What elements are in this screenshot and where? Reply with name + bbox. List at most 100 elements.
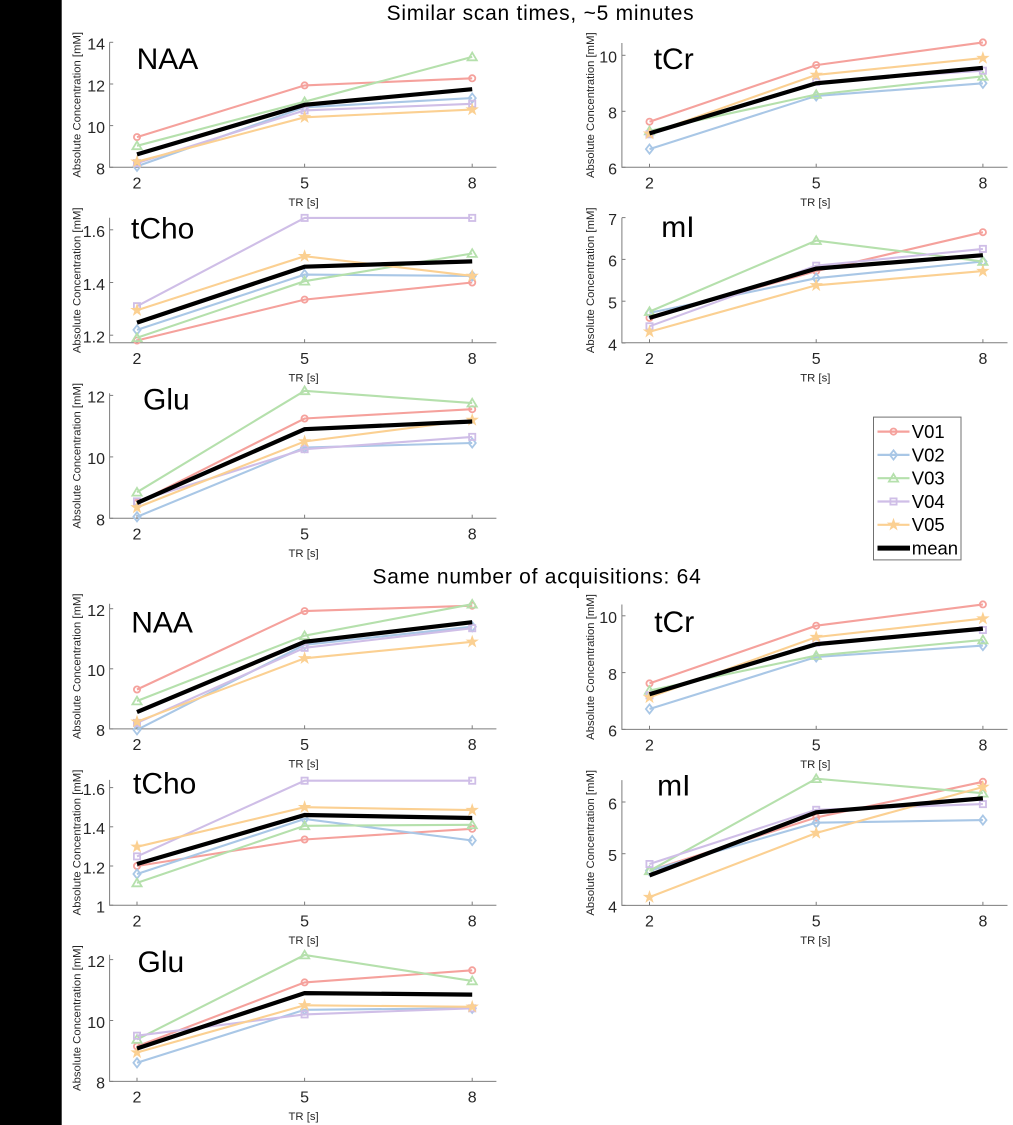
svg-text:V05: V05 xyxy=(912,514,945,535)
svg-text:Absolute Concentration [mM]: Absolute Concentration [mM] xyxy=(72,770,84,916)
svg-text:12: 12 xyxy=(87,390,105,407)
svg-text:1.4: 1.4 xyxy=(83,277,105,294)
svg-text:tCr: tCr xyxy=(654,43,694,76)
svg-text:2: 2 xyxy=(133,176,142,193)
svg-text:Glu: Glu xyxy=(138,946,185,979)
svg-text:tCr: tCr xyxy=(654,606,694,639)
svg-text:Absolute Concentration [mM]: Absolute Concentration [mM] xyxy=(585,207,597,353)
svg-text:tCho: tCho xyxy=(133,768,196,801)
svg-text:5: 5 xyxy=(608,296,617,313)
svg-text:5: 5 xyxy=(812,176,821,193)
svg-text:8: 8 xyxy=(978,738,987,755)
svg-text:5: 5 xyxy=(812,351,821,368)
svg-text:Similar scan times, ~5 minutes: Similar scan times, ~5 minutes xyxy=(387,2,695,25)
svg-text:4: 4 xyxy=(608,900,617,917)
svg-text:2: 2 xyxy=(133,914,142,931)
svg-text:6: 6 xyxy=(608,724,617,741)
svg-text:TR [s]: TR [s] xyxy=(289,373,319,385)
svg-text:6: 6 xyxy=(608,254,617,271)
svg-text:mI: mI xyxy=(657,769,690,802)
svg-text:1: 1 xyxy=(96,900,105,917)
svg-text:Absolute Concentration [mM]: Absolute Concentration [mM] xyxy=(72,32,84,178)
svg-text:TR [s]: TR [s] xyxy=(289,759,319,771)
svg-text:4: 4 xyxy=(608,337,617,354)
svg-text:Absolute Concentration [mM]: Absolute Concentration [mM] xyxy=(72,207,84,353)
svg-text:12: 12 xyxy=(87,603,105,620)
svg-text:5: 5 xyxy=(300,1090,309,1107)
svg-text:NAA: NAA xyxy=(131,606,193,639)
svg-text:Glu: Glu xyxy=(143,384,190,417)
svg-text:10: 10 xyxy=(87,451,105,468)
svg-text:5: 5 xyxy=(300,737,309,754)
svg-text:10: 10 xyxy=(599,610,617,627)
svg-text:mean: mean xyxy=(912,538,958,559)
svg-text:10: 10 xyxy=(87,1015,105,1032)
svg-text:tCho: tCho xyxy=(131,213,194,246)
svg-text:8: 8 xyxy=(468,737,477,754)
svg-text:2: 2 xyxy=(645,351,654,368)
svg-text:NAA: NAA xyxy=(137,43,199,76)
svg-text:mI: mI xyxy=(661,211,694,244)
svg-text:Absolute Concentration [mM]: Absolute Concentration [mM] xyxy=(72,593,84,739)
svg-text:10: 10 xyxy=(87,120,105,137)
svg-text:Absolute Concentration [mM]: Absolute Concentration [mM] xyxy=(72,945,84,1091)
svg-text:TR [s]: TR [s] xyxy=(289,1111,319,1123)
svg-text:5: 5 xyxy=(300,527,309,544)
svg-text:V03: V03 xyxy=(912,468,945,489)
svg-text:8: 8 xyxy=(468,527,477,544)
svg-text:2: 2 xyxy=(133,351,142,368)
svg-text:Absolute Concentration [mM]: Absolute Concentration [mM] xyxy=(585,770,597,916)
svg-text:8: 8 xyxy=(96,1076,105,1093)
svg-text:6: 6 xyxy=(608,796,617,813)
svg-text:8: 8 xyxy=(96,162,105,179)
svg-text:8: 8 xyxy=(468,914,477,931)
svg-text:V04: V04 xyxy=(912,491,945,512)
svg-text:TR [s]: TR [s] xyxy=(800,373,830,385)
svg-text:Absolute Concentration [mM]: Absolute Concentration [mM] xyxy=(585,32,597,178)
svg-text:5: 5 xyxy=(300,351,309,368)
svg-text:TR [s]: TR [s] xyxy=(289,548,319,560)
svg-text:2: 2 xyxy=(133,527,142,544)
svg-text:2: 2 xyxy=(645,738,654,755)
svg-text:TR [s]: TR [s] xyxy=(289,197,319,209)
svg-text:1.2: 1.2 xyxy=(83,860,105,877)
svg-text:Absolute Concentration [mM]: Absolute Concentration [mM] xyxy=(585,594,597,740)
svg-text:V01: V01 xyxy=(912,421,945,442)
svg-text:TR [s]: TR [s] xyxy=(800,935,830,947)
svg-text:2: 2 xyxy=(645,176,654,193)
svg-text:1.6: 1.6 xyxy=(83,782,105,799)
svg-text:1.4: 1.4 xyxy=(83,821,105,838)
svg-text:8: 8 xyxy=(978,176,987,193)
svg-text:2: 2 xyxy=(133,737,142,754)
svg-text:8: 8 xyxy=(978,351,987,368)
svg-text:6: 6 xyxy=(608,162,617,179)
svg-text:8: 8 xyxy=(468,1090,477,1107)
svg-text:1.2: 1.2 xyxy=(83,330,105,347)
svg-text:14: 14 xyxy=(87,37,105,54)
svg-text:7: 7 xyxy=(608,212,617,229)
svg-text:8: 8 xyxy=(96,723,105,740)
svg-text:5: 5 xyxy=(812,914,821,931)
svg-text:V02: V02 xyxy=(912,444,945,465)
svg-text:8: 8 xyxy=(468,176,477,193)
svg-text:1.6: 1.6 xyxy=(83,224,105,241)
svg-text:12: 12 xyxy=(87,954,105,971)
svg-text:2: 2 xyxy=(133,1090,142,1107)
svg-text:12: 12 xyxy=(87,78,105,95)
svg-text:5: 5 xyxy=(812,738,821,755)
svg-text:2: 2 xyxy=(645,914,654,931)
svg-text:5: 5 xyxy=(608,848,617,865)
svg-text:Absolute Concentration [mM]: Absolute Concentration [mM] xyxy=(72,383,84,529)
svg-text:Same number of acquisitions: 6: Same number of acquisitions: 64 xyxy=(372,566,701,589)
svg-text:8: 8 xyxy=(96,513,105,530)
svg-text:5: 5 xyxy=(300,176,309,193)
svg-text:8: 8 xyxy=(608,106,617,123)
svg-text:10: 10 xyxy=(87,663,105,680)
svg-text:8: 8 xyxy=(468,351,477,368)
svg-text:TR [s]: TR [s] xyxy=(289,935,319,947)
svg-text:8: 8 xyxy=(608,667,617,684)
svg-text:8: 8 xyxy=(978,914,987,931)
svg-text:5: 5 xyxy=(300,914,309,931)
svg-text:10: 10 xyxy=(599,50,617,67)
svg-text:TR [s]: TR [s] xyxy=(800,197,830,209)
